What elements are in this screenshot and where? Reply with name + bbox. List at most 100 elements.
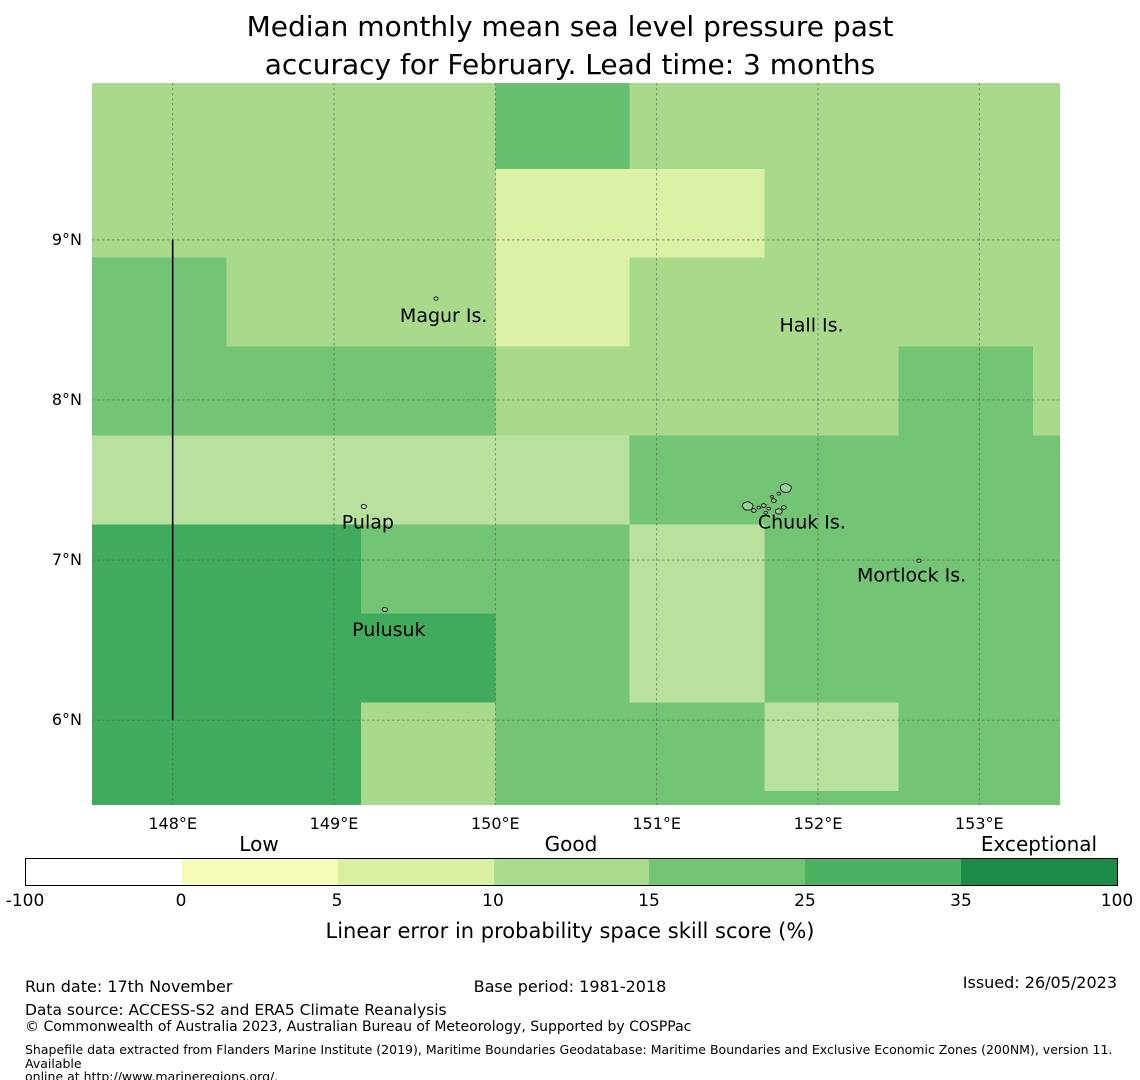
x-tick-label: 150°E — [471, 814, 520, 833]
island-label: Chuuk Is. — [758, 512, 846, 534]
heatmap-cell — [226, 613, 362, 703]
heatmap-cell — [92, 702, 227, 792]
colorbar-category-label: Good — [544, 832, 598, 856]
colorbar-tick-label: 15 — [638, 891, 660, 911]
heatmap-cell — [1033, 346, 1060, 437]
issued-text: Issued: 26/05/2023 — [962, 973, 1117, 992]
heatmap-cell — [1033, 613, 1060, 703]
heatmap-cell — [1033, 168, 1060, 259]
x-tick-label: 151°E — [632, 814, 681, 833]
heatmap-cell — [92, 791, 227, 805]
map-plot: Magur Is. Hall Is. Pulap Chuuk Is. Mortlock … — [92, 83, 1060, 805]
island-outline — [763, 510, 769, 515]
heatmap-cell — [764, 168, 900, 259]
heatmap-cell — [629, 83, 765, 170]
heatmap-cell — [360, 524, 496, 614]
colorbar-segment — [649, 859, 806, 885]
heatmap-cell — [898, 613, 1034, 703]
heatmap-cell — [226, 791, 362, 805]
heatmap-cell — [226, 524, 362, 614]
run-date-text: Run date: 17th November — [25, 977, 233, 996]
island-outline — [769, 494, 774, 499]
colorbar-category-label: Exceptional — [980, 832, 1098, 856]
copyright-text: © Commonwealth of Australia 2023, Austra… — [25, 1019, 692, 1035]
shapefile-attribution-text: Shapefile data extracted from Flanders M… — [25, 1043, 1125, 1080]
heatmap-cell — [898, 346, 1034, 437]
colorbar-tick-label: 25 — [794, 891, 816, 911]
heatmap-cell — [92, 257, 227, 348]
heatmap-cell — [495, 524, 631, 614]
island-outline — [779, 483, 792, 493]
heatmap-cell — [898, 257, 1034, 348]
heatmap-cell — [898, 524, 1034, 614]
heatmap-cell — [495, 168, 631, 259]
y-tick-label: 9°N — [51, 229, 82, 249]
heatmap-cell — [92, 435, 227, 526]
heatmap-cell — [495, 257, 631, 348]
heatmap-cell — [629, 791, 765, 805]
heatmap-cell — [629, 435, 765, 526]
heatmap-cell — [226, 346, 362, 437]
heatmap-cell — [360, 346, 496, 437]
island-outline — [776, 491, 782, 496]
data-source-text: Data source: ACCESS-S2 and ERA5 Climate … — [25, 1001, 447, 1019]
island-label: Pulap — [342, 512, 394, 534]
heatmap-cell — [1033, 524, 1060, 614]
heatmap-cell — [764, 346, 900, 437]
base-period-text: Base period: 1981-2018 — [473, 977, 667, 996]
island-outline — [360, 503, 367, 509]
shapefile-line1: Shapefile data extracted from Flanders M… — [25, 1042, 1113, 1071]
y-tick-label: 6°N — [51, 710, 82, 730]
chart-title-line2: accuracy for February. Lead time: 3 mont… — [264, 48, 876, 81]
y-tick-label: 8°N — [51, 389, 82, 409]
colorbar — [25, 858, 1118, 886]
heatmap-cell — [1033, 83, 1060, 170]
colorbar-segment — [493, 859, 650, 885]
colorbar-segment — [26, 859, 182, 885]
heatmap-cell — [764, 83, 900, 170]
heatmap-cell — [92, 613, 227, 703]
heatmap-cell — [898, 435, 1034, 526]
island-outline — [756, 505, 762, 510]
island-outline — [771, 498, 777, 503]
heatmap-cell — [898, 83, 1034, 170]
chart-title: Median monthly mean sea level pressure p… — [0, 8, 1140, 84]
heatmap-cell — [226, 257, 362, 348]
heatmap-cell — [226, 702, 362, 792]
heatmap-cell — [360, 168, 496, 259]
colorbar-segment — [181, 859, 338, 885]
heatmap-cell — [495, 435, 631, 526]
heatmap-cell — [629, 257, 765, 348]
island-outline — [781, 505, 787, 510]
colorbar-segment — [337, 859, 494, 885]
x-tick-label: 149°E — [309, 814, 359, 833]
colorbar-axis-label: Linear error in probability space skill … — [325, 919, 815, 943]
heatmap-cell — [92, 346, 227, 437]
island-label: Hall Is. — [780, 315, 844, 337]
heatmap-cell — [764, 791, 900, 805]
heatmap-cell — [898, 791, 1034, 805]
heatmap-cell — [92, 524, 227, 614]
heatmap-cell — [898, 702, 1034, 792]
heatmap-cell — [360, 257, 496, 348]
heatmap-cell — [1033, 257, 1060, 348]
island-outline — [916, 558, 922, 563]
heatmap-cell — [360, 613, 496, 703]
colorbar-segment — [805, 859, 962, 885]
x-tick-label: 153°E — [955, 814, 1004, 833]
heatmap-cell — [226, 83, 362, 170]
heatmap-cell — [226, 168, 362, 259]
island-label: Mortlock Is. — [857, 564, 966, 586]
colorbar-category-label: Low — [239, 832, 279, 856]
shapefile-line2: online at http://www.marineregions.org/. — [25, 1069, 279, 1080]
heatmap-cell — [629, 524, 765, 614]
heatmap-cell — [495, 791, 631, 805]
heatmap-cell — [764, 702, 900, 792]
colorbar-tick-label: 0 — [175, 891, 187, 911]
heatmap-cell — [764, 524, 900, 614]
colorbar-tick-label: 10 — [482, 891, 504, 911]
heatmap-cell — [764, 613, 900, 703]
x-tick-label: 148°E — [148, 814, 197, 833]
island-label: Magur Is. — [400, 305, 488, 327]
colorbar-tick-label: 35 — [950, 891, 972, 911]
